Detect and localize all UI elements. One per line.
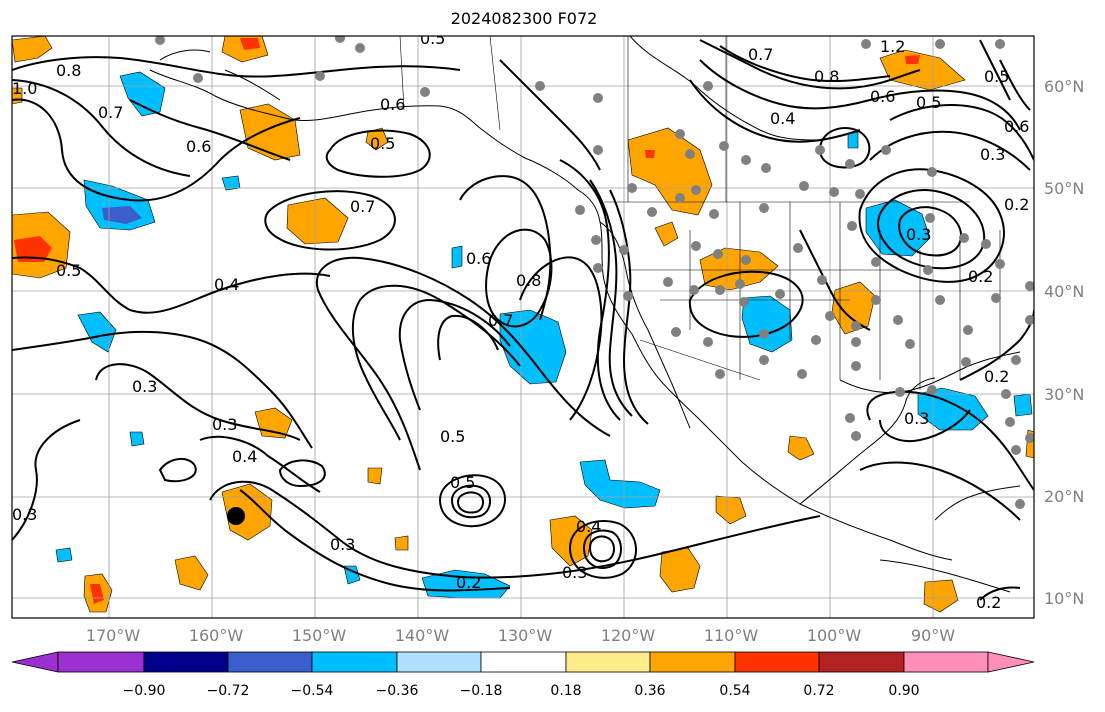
contour-label: 0.7 xyxy=(98,103,123,122)
colorbar-bin xyxy=(565,651,651,673)
colorbar-tick-label: −0.90 xyxy=(122,683,166,699)
colorbar-tick-label: 0.36 xyxy=(634,683,666,699)
latitude-label: 40°N xyxy=(1044,282,1085,301)
map-title: 2024082300 F072 xyxy=(450,9,598,28)
contour-label: 0.3 xyxy=(904,409,929,428)
colorbar-tick-label: −0.72 xyxy=(206,683,250,699)
colorbar-tick-label: −0.54 xyxy=(290,683,334,699)
contour-label: 0.3 xyxy=(132,377,157,396)
contour-label: 0.7 xyxy=(748,45,773,64)
map-frame xyxy=(11,35,1035,619)
colorbar-tick-label: 0.90 xyxy=(888,683,920,699)
contour-label: 1.2 xyxy=(880,37,905,56)
contour-label: 0.4 xyxy=(232,447,257,466)
colorbar-bin xyxy=(734,651,820,673)
contour-lines xyxy=(12,39,1034,601)
contour-label: 0.5 xyxy=(56,261,81,280)
contour-label: 0.5 xyxy=(370,134,395,153)
contour-label: 0.7 xyxy=(350,197,375,216)
contour-label: 0.2 xyxy=(968,267,993,286)
colorbar-tick-label: −0.18 xyxy=(459,683,503,699)
colorbar-extend-low xyxy=(11,651,59,673)
contour-label: 0.5 xyxy=(440,427,465,446)
colorbar-tick-label: 0.72 xyxy=(803,683,835,699)
contour-label: 0.3 xyxy=(330,535,355,554)
contour-label: 0.5 xyxy=(984,67,1009,86)
longitude-label: 130°W xyxy=(497,626,553,645)
contour-label: 0.6 xyxy=(1004,117,1029,136)
longitude-label: 90°W xyxy=(910,626,956,645)
contour-label: 0.3 xyxy=(562,563,587,582)
colorbar-bin xyxy=(818,651,905,673)
latitude-label: 30°N xyxy=(1044,385,1085,404)
longitude-label: 110°W xyxy=(703,626,759,645)
contour-label: 0.8 xyxy=(814,67,839,86)
longitude-label: 150°W xyxy=(291,626,347,645)
longitude-label: 160°W xyxy=(188,626,244,645)
longitude-label: 170°W xyxy=(85,626,141,645)
station-dots xyxy=(155,36,1034,509)
longitude-label: 100°W xyxy=(806,626,862,645)
colorbar-extend-high xyxy=(987,651,1035,673)
contour-label: 0.2 xyxy=(456,573,481,592)
colorbar-bin xyxy=(396,651,482,673)
latitude-label: 60°N xyxy=(1044,77,1085,96)
storm-center-marker xyxy=(227,507,245,525)
contour-label: 0.6 xyxy=(870,87,895,106)
negative-anomaly-areas xyxy=(55,71,1033,599)
contour-label: 0.3 xyxy=(980,145,1005,164)
contour-label: 1.0 xyxy=(12,79,37,98)
colorbar-bin xyxy=(227,651,313,673)
contour-label: 0.6 xyxy=(186,137,211,156)
contour-label-group: 0.8 1.0 0.7 0.6 0.5 0.6 0.5 0.7 0.4 0.5 … xyxy=(12,29,1029,612)
contour-label: 0.4 xyxy=(576,517,601,536)
contour-label: 0.6 xyxy=(380,95,405,114)
map-panel: 0.8 1.0 0.7 0.6 0.5 0.6 0.5 0.7 0.4 0.5 … xyxy=(12,29,1034,618)
contour-label: 0.4 xyxy=(770,109,795,128)
longitude-label: 140°W xyxy=(394,626,450,645)
contour-label: 0.3 xyxy=(212,415,237,434)
latitude-label: 50°N xyxy=(1044,179,1085,198)
colorbar-tick-label: −0.36 xyxy=(375,683,419,699)
colorbar-bin xyxy=(143,651,229,673)
contour-label: 0.8 xyxy=(516,271,541,290)
latitude-label: 20°N xyxy=(1044,487,1085,506)
contour-label: 0.2 xyxy=(1004,195,1029,214)
colorbar-bin xyxy=(903,651,989,673)
strong-negative-areas xyxy=(102,206,142,224)
contour-label: 0.7 xyxy=(488,311,513,330)
colorbar xyxy=(11,651,1035,673)
colorbar-tick-label: 0.54 xyxy=(719,683,751,699)
contour-label: 0.3 xyxy=(906,225,931,244)
colorbar-bin xyxy=(480,651,567,673)
contour-label: 0.6 xyxy=(466,249,491,268)
contour-label: 0.5 xyxy=(420,29,445,48)
graticule xyxy=(12,36,1034,618)
colorbar-bin xyxy=(311,651,398,673)
contour-label: 0.4 xyxy=(214,275,239,294)
colorbar-tick-label: 0.18 xyxy=(550,683,582,699)
longitude-label: 120°W xyxy=(600,626,656,645)
contour-label: 0.2 xyxy=(976,593,1001,612)
colorbar-bin xyxy=(57,651,145,673)
latitude-label: 10°N xyxy=(1044,589,1085,608)
contour-label: 0.5 xyxy=(916,93,941,112)
contour-label: 0.3 xyxy=(12,505,37,524)
contour-label: 0.2 xyxy=(984,367,1009,386)
colorbar-bin xyxy=(649,651,736,673)
contour-label: 0.8 xyxy=(56,61,81,80)
coastlines xyxy=(149,36,1021,593)
contour-label: 0.5 xyxy=(450,473,475,492)
strong-positive-areas xyxy=(14,38,920,604)
